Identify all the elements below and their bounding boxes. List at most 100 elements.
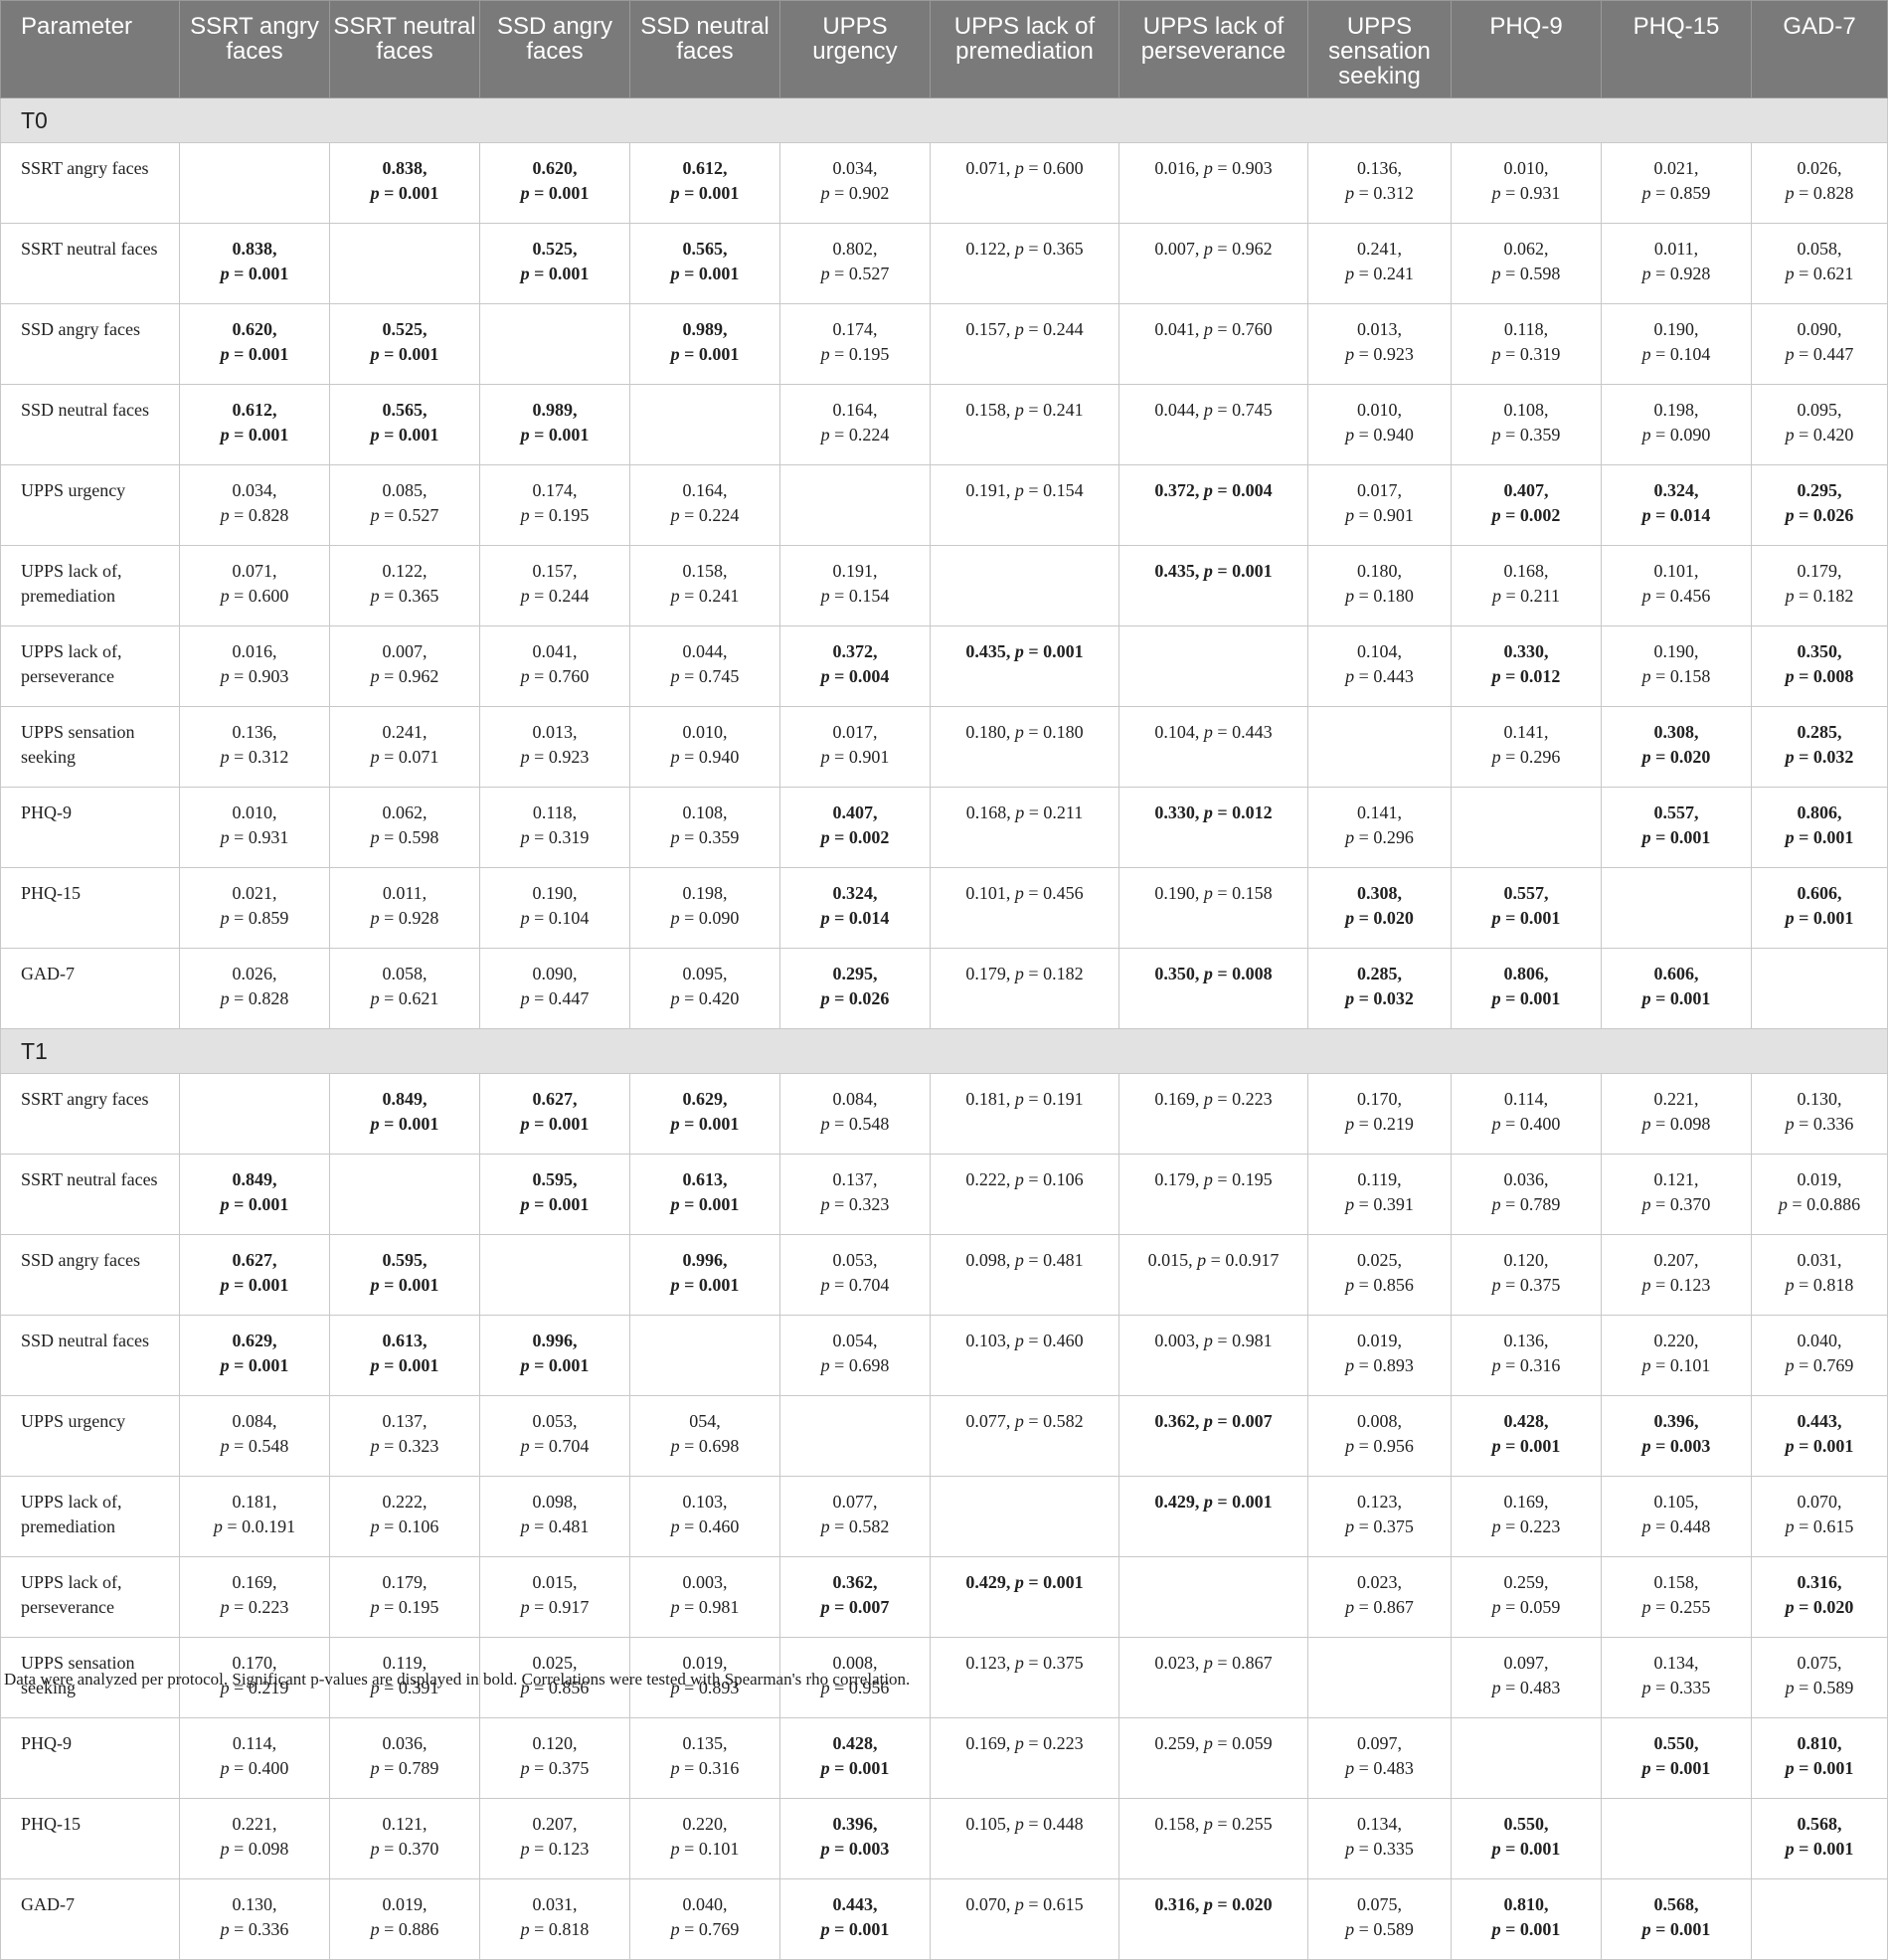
p-value: = 0.448	[1028, 1814, 1084, 1834]
correlation-value: 0.025,	[1357, 1250, 1402, 1270]
column-header: UPPS sensation seeking	[1307, 0, 1452, 98]
correlation-value: 0.122,	[382, 561, 428, 581]
correlation-value: 0.104,	[1357, 641, 1402, 661]
correlation-value: 0.396,	[1653, 1411, 1699, 1431]
correlation-value: 0.308,	[1357, 883, 1402, 903]
table-cell: 0.034, p = 0.902	[779, 142, 931, 224]
p-value: = 0.154	[1028, 480, 1084, 500]
p-value: = 0.600	[1028, 158, 1084, 178]
table-cell: 0.013, p = 0.923	[1307, 303, 1452, 385]
correlation-value: 0.525,	[532, 239, 578, 259]
p-symbol: p	[1785, 747, 1795, 767]
correlation-value: 0.316,	[1154, 1894, 1200, 1914]
table-row: UPPS lack of, perseverance 0.169, p = 0.22…	[0, 1556, 1888, 1638]
table-cell: 0.158, p = 0.241	[930, 384, 1119, 465]
table-cell: 0.122, p = 0.365	[930, 223, 1119, 304]
p-symbol: p	[220, 1436, 230, 1456]
correlation-value: 0.026,	[1797, 158, 1842, 178]
correlation-value: 0.016,	[232, 641, 277, 661]
p-symbol: p	[820, 1355, 830, 1375]
correlation-value: 0.443,	[1797, 1411, 1842, 1431]
p-value: = 0.223	[1217, 1089, 1273, 1109]
correlation-value: 0.085,	[382, 480, 428, 500]
p-value: = 0.020	[1655, 747, 1711, 767]
p-symbol: p	[1491, 1516, 1501, 1536]
correlation-value: 0.053,	[532, 1411, 578, 1431]
row-label: PHQ-15	[0, 867, 180, 949]
correlation-value: 0.285,	[1797, 722, 1842, 742]
correlation-value: 0.026,	[232, 964, 277, 983]
table-cell: 0.627, p = 0.001	[479, 1073, 630, 1155]
p-symbol: p	[1785, 183, 1795, 203]
table-cell: 0.095, p = 0.420	[1751, 384, 1888, 465]
p-value: = 0.211	[1028, 802, 1084, 822]
p-symbol: p	[520, 1919, 530, 1939]
p-value: = 0.158	[1655, 666, 1711, 686]
table-cell: 0.996, p = 0.001	[479, 1315, 630, 1396]
p-value: = 0.255	[1655, 1597, 1711, 1617]
correlation-value: 0.157,	[532, 561, 578, 581]
p-value: = 0.219	[234, 1678, 289, 1697]
table-cell: 0.308, p = 0.020	[1307, 867, 1452, 949]
correlation-value: 0.130,	[1797, 1089, 1842, 1109]
p-value: = 0.886	[384, 1919, 439, 1939]
correlation-value: 0.114,	[232, 1733, 277, 1753]
p-symbol: p	[1641, 183, 1651, 203]
p-symbol: p	[220, 1355, 230, 1375]
p-value: = 0.981	[684, 1597, 740, 1617]
correlation-value: 0.108,	[682, 802, 728, 822]
correlation-value: 0.191,	[832, 561, 878, 581]
table-cell: 0.169, p = 0.223	[179, 1556, 330, 1638]
table-cell: 0.207, p = 0.123	[479, 1798, 630, 1879]
correlation-value: 0.168,	[965, 802, 1011, 822]
table-cell: 0.198, p = 0.090	[629, 867, 780, 949]
p-value: = 0.598	[1505, 264, 1561, 283]
p-value: = 0.032	[1799, 747, 1854, 767]
correlation-value: 0.103,	[682, 1492, 728, 1512]
table-cell: 0.169, p = 0.223	[1118, 1073, 1308, 1155]
p-symbol: p	[1785, 1839, 1795, 1859]
p-value: = 0.589	[1799, 1678, 1854, 1697]
table-cell: 0.010, p = 0.940	[1307, 384, 1452, 465]
p-symbol: p	[1491, 1678, 1501, 1697]
table-cell: 0.180, p = 0.180	[1307, 545, 1452, 626]
correlation-value: 0.627,	[532, 1089, 578, 1109]
p-symbol: p	[1203, 1411, 1213, 1431]
table-cell: 0.003, p = 0.981	[1118, 1315, 1308, 1396]
table-cell: 0.168, p = 0.211	[930, 787, 1119, 868]
correlation-value: 0.996,	[532, 1331, 578, 1350]
p-value: = 0.704	[834, 1275, 890, 1295]
p-value: = 0.296	[1358, 827, 1414, 847]
table-cell: 0.259, p = 0.059	[1451, 1556, 1602, 1638]
p-value: = 0.001	[234, 344, 289, 364]
p-symbol: p	[670, 344, 680, 364]
correlation-value: 0.613,	[382, 1331, 428, 1350]
p-value: = 0.901	[834, 747, 890, 767]
p-symbol: p	[1203, 1894, 1213, 1914]
table-cell: 0.362, p = 0.007	[1118, 1395, 1308, 1477]
correlation-value: 0.180,	[965, 722, 1011, 742]
table-cell: 0.121, p = 0.370	[1601, 1154, 1752, 1235]
p-symbol: p	[1203, 722, 1213, 742]
table-cell: 0.428, p = 0.001	[779, 1717, 931, 1799]
correlation-value: 0.108,	[1503, 400, 1549, 420]
table-cell: 0.179, p = 0.182	[930, 948, 1119, 1029]
p-symbol: p	[1491, 1839, 1501, 1859]
table-cell: 0.158, p = 0.241	[629, 545, 780, 626]
p-symbol: p	[1345, 1275, 1355, 1295]
p-symbol: p	[520, 666, 530, 686]
table-cell: 0.157, p = 0.244	[930, 303, 1119, 385]
p-symbol: p	[670, 1678, 680, 1697]
table-cell: 0.330, p = 0.012	[1451, 625, 1602, 707]
correlation-value: 0.207,	[532, 1814, 578, 1834]
correlation-value: 0.084,	[232, 1411, 277, 1431]
p-symbol: p	[1491, 747, 1501, 767]
table-cell	[179, 142, 330, 224]
p-symbol: p	[1203, 158, 1213, 178]
table-cell: 0.003, p = 0.981	[629, 1556, 780, 1638]
table-cell: 0.802, p = 0.527	[779, 223, 931, 304]
table-cell: 0.259, p = 0.059	[1118, 1717, 1308, 1799]
p-symbol: p	[670, 1194, 680, 1214]
p-value: = 0.101	[684, 1839, 740, 1859]
correlation-value: 0.013,	[1357, 319, 1402, 339]
